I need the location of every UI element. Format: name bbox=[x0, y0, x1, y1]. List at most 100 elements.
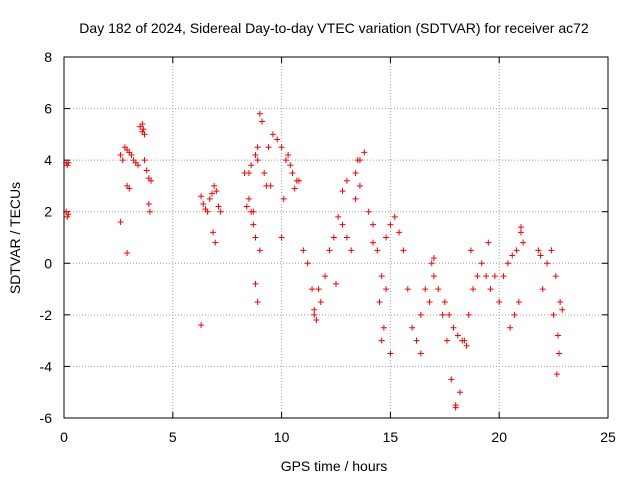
data-point bbox=[245, 170, 252, 177]
data-point bbox=[64, 162, 71, 169]
data-point bbox=[409, 324, 416, 331]
data-point bbox=[311, 306, 318, 313]
data-point bbox=[511, 311, 518, 318]
data-point bbox=[400, 247, 407, 254]
data-point bbox=[64, 213, 71, 220]
y-tick-label: 0 bbox=[44, 255, 52, 271]
data-point bbox=[141, 157, 148, 164]
data-point bbox=[304, 260, 311, 267]
data-point bbox=[483, 273, 490, 280]
x-axis-label: GPS time / hours bbox=[281, 458, 388, 474]
y-tick-label: 4 bbox=[44, 152, 52, 168]
x-tick-label: 25 bbox=[600, 429, 616, 445]
data-point bbox=[559, 306, 566, 313]
data-point bbox=[119, 157, 126, 164]
data-point bbox=[383, 286, 390, 293]
data-point bbox=[380, 324, 387, 331]
data-point bbox=[556, 350, 563, 357]
data-point bbox=[254, 157, 261, 164]
y-tick-label: 2 bbox=[44, 204, 52, 220]
y-tick-label: -2 bbox=[40, 307, 53, 323]
data-point bbox=[278, 144, 285, 151]
data-point bbox=[428, 260, 435, 267]
data-point bbox=[470, 286, 477, 293]
data-point bbox=[339, 188, 346, 195]
data-point bbox=[474, 273, 481, 280]
y-axis-label: SDTVAR / TECUs bbox=[7, 182, 23, 294]
data-point bbox=[457, 389, 464, 396]
data-point bbox=[391, 213, 398, 220]
data-point bbox=[313, 317, 320, 324]
data-point bbox=[517, 224, 524, 231]
data-point bbox=[553, 371, 560, 378]
data-point bbox=[261, 170, 268, 177]
data-point bbox=[263, 182, 270, 189]
data-point bbox=[289, 170, 296, 177]
data-point bbox=[287, 162, 294, 169]
data-point bbox=[387, 221, 394, 228]
data-point bbox=[141, 131, 148, 138]
data-point bbox=[252, 234, 259, 241]
data-point bbox=[124, 249, 131, 256]
chart-title: Day 182 of 2024, Sidereal Day-to-day VTE… bbox=[79, 20, 589, 36]
y-tick-label: -4 bbox=[40, 358, 53, 374]
data-point bbox=[317, 298, 324, 305]
data-point bbox=[500, 273, 507, 280]
data-point bbox=[467, 247, 474, 254]
x-tick-label: 20 bbox=[491, 429, 507, 445]
data-point bbox=[282, 157, 289, 164]
data-point bbox=[285, 151, 292, 158]
y-tick-label: 8 bbox=[44, 49, 52, 65]
data-point bbox=[446, 311, 453, 318]
data-point bbox=[535, 247, 542, 254]
data-point bbox=[339, 221, 346, 228]
data-point bbox=[134, 162, 141, 169]
data-point bbox=[439, 311, 446, 318]
data-point bbox=[322, 273, 329, 280]
data-point bbox=[557, 298, 564, 305]
data-point bbox=[463, 342, 470, 349]
data-point bbox=[208, 190, 215, 197]
data-point bbox=[128, 151, 135, 158]
data-point bbox=[146, 208, 153, 215]
x-tick-label: 5 bbox=[169, 429, 177, 445]
data-point bbox=[343, 234, 350, 241]
data-point bbox=[487, 286, 494, 293]
data-point bbox=[441, 298, 448, 305]
data-point bbox=[387, 350, 394, 357]
data-point bbox=[311, 311, 318, 318]
data-point bbox=[537, 252, 544, 259]
data-point bbox=[478, 260, 485, 267]
data-point bbox=[212, 239, 219, 246]
data-point bbox=[211, 182, 218, 189]
data-point bbox=[509, 252, 516, 259]
data-point bbox=[243, 203, 250, 210]
data-point bbox=[210, 229, 217, 236]
data-point bbox=[374, 247, 381, 254]
data-point bbox=[250, 221, 257, 228]
data-point bbox=[491, 273, 498, 280]
data-point bbox=[352, 195, 359, 202]
data-point bbox=[343, 177, 350, 184]
data-point bbox=[213, 188, 220, 195]
data-point bbox=[145, 200, 152, 207]
data-point bbox=[496, 298, 503, 305]
data-point bbox=[293, 177, 300, 184]
data-point bbox=[248, 208, 255, 215]
data-point bbox=[330, 234, 337, 241]
data-point bbox=[378, 337, 385, 344]
data-point bbox=[448, 376, 455, 383]
y-tick-label: 6 bbox=[44, 101, 52, 117]
data-point bbox=[365, 208, 372, 215]
data-point bbox=[550, 311, 557, 318]
plot-frame bbox=[63, 56, 609, 419]
data-point bbox=[126, 185, 133, 192]
data-point bbox=[430, 255, 437, 262]
data-point bbox=[140, 126, 147, 133]
data-point bbox=[278, 234, 285, 241]
data-point bbox=[485, 239, 492, 246]
data-point bbox=[335, 213, 342, 220]
data-point bbox=[65, 211, 72, 218]
data-point bbox=[554, 332, 561, 339]
data-point bbox=[356, 182, 363, 189]
